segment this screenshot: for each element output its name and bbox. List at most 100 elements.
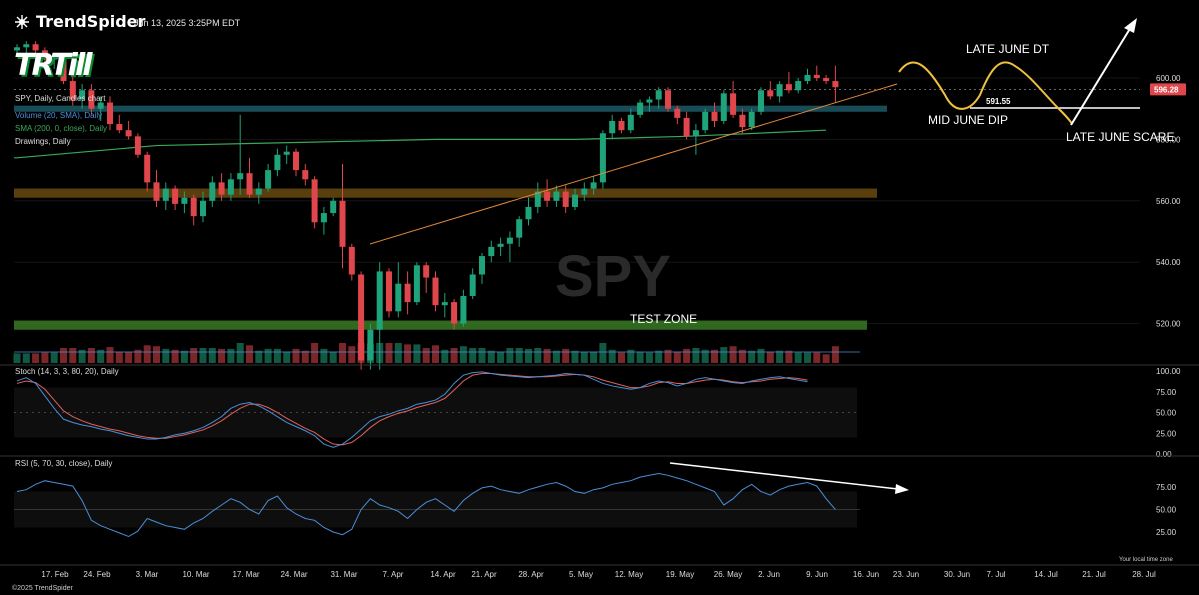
time-tick-label: 24. Feb <box>83 570 111 579</box>
local-time-zone[interactable]: Your local time zone <box>1119 557 1173 563</box>
symbol-watermark: SPY <box>555 244 671 309</box>
volume-bar <box>273 348 281 363</box>
volume-bar <box>683 348 691 363</box>
volume-bar <box>385 343 393 363</box>
stoch-k-line <box>16 371 808 448</box>
candle-body <box>367 329 374 361</box>
time-tick-label: 7. Jul <box>986 570 1005 579</box>
volume-bar <box>171 349 179 363</box>
candle-body <box>599 133 606 183</box>
candle-body <box>107 102 113 125</box>
volume-bar <box>41 352 49 363</box>
volume-bar <box>766 351 774 363</box>
volume-bar <box>329 351 337 363</box>
volume-bar <box>627 349 635 363</box>
price-axis[interactable]: 600.00 580.00 560.00 540.00 520.00 596.28 <box>1150 74 1186 329</box>
volume-bar <box>348 346 356 363</box>
candle-body <box>451 302 458 324</box>
volume-bar <box>199 348 207 363</box>
time-tick-label: 10. Mar <box>182 570 209 579</box>
candle-body <box>311 179 318 223</box>
volume-bar <box>729 346 737 363</box>
volume-bar <box>711 349 718 363</box>
last-price-tag <box>1150 83 1186 96</box>
candle-body <box>609 120 616 134</box>
volume-bar <box>50 352 58 363</box>
time-tick-label: 5. May <box>569 570 593 579</box>
annotation-late-june-scare: LATE JUNE SCARE <box>1066 130 1175 144</box>
legend-drawings[interactable]: Drawings, Daily <box>15 137 71 146</box>
candle-body <box>23 44 30 48</box>
volume-bar <box>404 344 412 363</box>
candle-body <box>758 90 764 112</box>
candle-body <box>134 136 141 155</box>
volume-bar <box>339 343 346 363</box>
volume-bar <box>785 350 793 363</box>
volume-bar <box>162 348 170 363</box>
brand-name: TrendSpider <box>36 12 146 31</box>
volume-bar <box>599 343 607 363</box>
candle-body <box>153 182 160 201</box>
price-tick-label: 600.00 <box>1156 74 1181 83</box>
stoch-panel: 100.00 75.00 50.00 25.00 0.00 <box>0 364 1199 459</box>
volume-bar <box>506 348 514 363</box>
candle-body <box>386 271 392 312</box>
volume-bar <box>441 349 449 363</box>
candlesticks <box>14 41 839 370</box>
candle-body <box>14 47 20 51</box>
rsi-panel: 75.00 50.00 25.00 <box>0 455 1199 538</box>
rsi-line <box>16 472 836 538</box>
volume-bar <box>311 343 319 363</box>
time-tick-label: 17. Mar <box>232 570 259 579</box>
candle-body <box>488 246 495 257</box>
stoch-tick-label: 100.00 <box>1156 367 1181 376</box>
volume-bar <box>822 354 830 363</box>
stoch-tick-label: 0.00 <box>1156 450 1172 459</box>
price-tick-label: 560.00 <box>1156 197 1181 206</box>
volume-bar <box>60 348 67 363</box>
time-tick-label: 30. Jun <box>944 570 970 579</box>
volume-bar <box>645 352 653 363</box>
legend-sma[interactable]: SMA (200, 0, close), Daily <box>15 124 108 133</box>
rsi-divergence-line <box>669 462 899 490</box>
candle-body <box>88 90 95 109</box>
volume-bar <box>143 345 151 363</box>
volume-bar <box>246 345 253 363</box>
candle-body <box>274 154 281 171</box>
volume-bar <box>97 349 105 363</box>
projection-arrow-line <box>1070 26 1132 126</box>
volume-bar <box>776 350 784 363</box>
candle-body <box>646 99 653 103</box>
volume-bar <box>757 348 765 363</box>
legend-rsi[interactable]: RSI (5, 70, 30, close), Daily <box>15 459 113 468</box>
legend-chart[interactable]: SPY, Daily, Candles chart <box>15 94 106 103</box>
volume-bar <box>227 348 235 363</box>
time-axis[interactable]: 17. Feb 24. Feb 3. Mar 10. Mar 17. Mar 24. Ma… <box>0 564 1199 579</box>
volume-bar <box>153 346 160 363</box>
volume-bar <box>190 348 198 363</box>
candle-body <box>804 74 811 82</box>
candle-body <box>497 243 504 247</box>
candle-body <box>655 90 662 100</box>
brand: TrendSpider <box>14 12 145 31</box>
volume-bar <box>664 349 672 363</box>
author-logo: TRTill <box>14 48 93 83</box>
chart-timestamp: Jun 13, 2025 3:25PM EDT <box>134 18 241 28</box>
volume-bar <box>720 347 728 363</box>
annotation-late-june-dt: LATE JUNE DT <box>966 42 1050 56</box>
candle-body <box>702 111 709 131</box>
candle-body <box>330 200 337 214</box>
candle-body <box>190 197 197 217</box>
candle-body <box>832 81 839 88</box>
candle-body <box>116 124 123 131</box>
candle-body <box>479 256 485 275</box>
candle-body <box>423 265 430 278</box>
legend-volume[interactable]: Volume (20, SMA), Daily <box>15 111 103 120</box>
volume-bar <box>134 349 142 363</box>
volume-bar <box>831 346 839 363</box>
price-tick-label: 580.00 <box>1156 135 1181 144</box>
time-tick-label: 14. Apr <box>430 570 456 579</box>
support-zones <box>14 105 887 330</box>
legend-stoch[interactable]: Stoch (14, 3, 3, 80, 20), Daily <box>15 367 119 376</box>
candle-body <box>69 81 76 100</box>
